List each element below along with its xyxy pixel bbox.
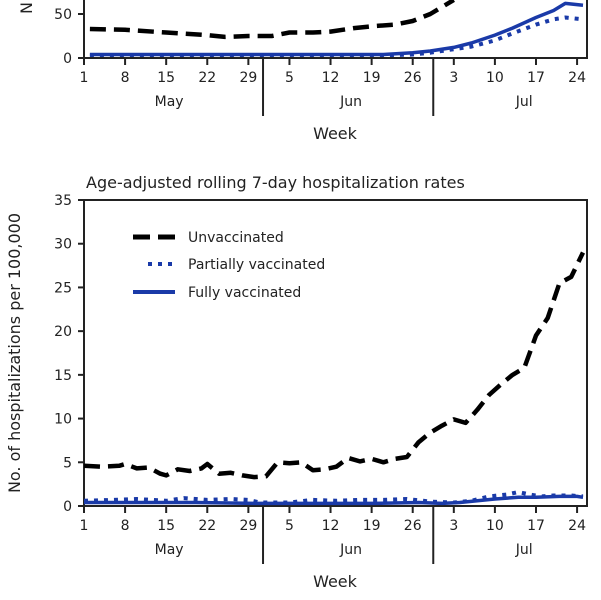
legend: Unvaccinated Partially vaccinated Fully …	[133, 230, 325, 301]
y-tick-label: 35	[54, 193, 72, 209]
x-tick-label: 12	[322, 518, 340, 534]
y-tick-label: 20	[54, 324, 72, 340]
x-axis-title: Week	[313, 124, 358, 143]
x-tick-label: 8	[121, 70, 130, 86]
x-tick-label: 3	[449, 70, 458, 86]
x-tick-label: 22	[198, 518, 216, 534]
y-tick-label: 10	[54, 412, 72, 428]
y-axis-title: No. of hospitalizations per 100,000	[5, 213, 24, 493]
month-label: Jun	[339, 94, 362, 110]
y-tick-label: 5	[63, 455, 72, 471]
x-tick-label: 29	[239, 518, 257, 534]
x-tick-label: 5	[285, 518, 294, 534]
x-tick-label: 1	[80, 70, 89, 86]
x-tick-label: 15	[157, 70, 175, 86]
legend-label-partially-vaccinated: Partially vaccinated	[188, 257, 325, 273]
y-tick-label: 15	[54, 368, 72, 384]
x-tick-label: 5	[285, 70, 294, 86]
x-tick-label: 12	[322, 70, 340, 86]
x-tick-label: 26	[404, 518, 422, 534]
series-line-fully-vaccinated	[89, 1, 584, 57]
y-tick-label: 0	[63, 51, 72, 67]
x-tick-label: 8	[121, 518, 130, 534]
month-label: May	[155, 94, 184, 110]
legend-label-fully-vaccinated: Fully vaccinated	[188, 285, 301, 301]
y-tick-label: 25	[54, 280, 72, 296]
weekly-cases-chart: N 0 50 1 8 15 22 29 5 12 19 26 3 10 17 24 May Jun Jul W…	[17, 0, 588, 143]
x-tick-label: 29	[239, 70, 257, 86]
chart-title: Age-adjusted rolling 7-day hospitalizati…	[86, 173, 465, 192]
y-tick-label: 30	[54, 237, 72, 253]
x-tick-label: 10	[486, 518, 504, 534]
month-label: Jun	[339, 542, 362, 558]
month-label: Jul	[515, 94, 533, 110]
x-tick-label: 3	[449, 518, 458, 534]
series-line-fully-vaccinated	[84, 494, 584, 506]
plot-border	[83, 199, 588, 507]
y-tick-label: 50	[54, 7, 72, 23]
series-line-unvaccinated	[89, 0, 455, 40]
x-tick-label: 24	[568, 518, 586, 534]
series-line-unvaccinated	[84, 251, 586, 480]
x-tick-label: 17	[527, 70, 545, 86]
x-tick-label: 10	[486, 70, 504, 86]
series-line-partially-vaccinated	[89, 15, 584, 58]
x-tick-label: 19	[363, 518, 381, 534]
month-label: May	[155, 542, 184, 558]
y-tick-label: 0	[63, 499, 72, 515]
x-tick-label: 15	[157, 518, 175, 534]
legend-label-unvaccinated: Unvaccinated	[188, 230, 284, 246]
month-label: Jul	[515, 542, 533, 558]
x-tick-label: 22	[198, 70, 216, 86]
x-tick-label: 19	[363, 70, 381, 86]
x-axis-title: Week	[313, 572, 358, 591]
x-tick-label: 17	[527, 518, 545, 534]
hospitalization-rate-chart: Age-adjusted rolling 7-day hospitalizati…	[5, 173, 588, 591]
x-tick-label: 24	[568, 70, 586, 86]
x-tick-label: 1	[80, 518, 89, 534]
x-tick-label: 26	[404, 70, 422, 86]
y-axis-label-partial: N	[17, 2, 36, 14]
